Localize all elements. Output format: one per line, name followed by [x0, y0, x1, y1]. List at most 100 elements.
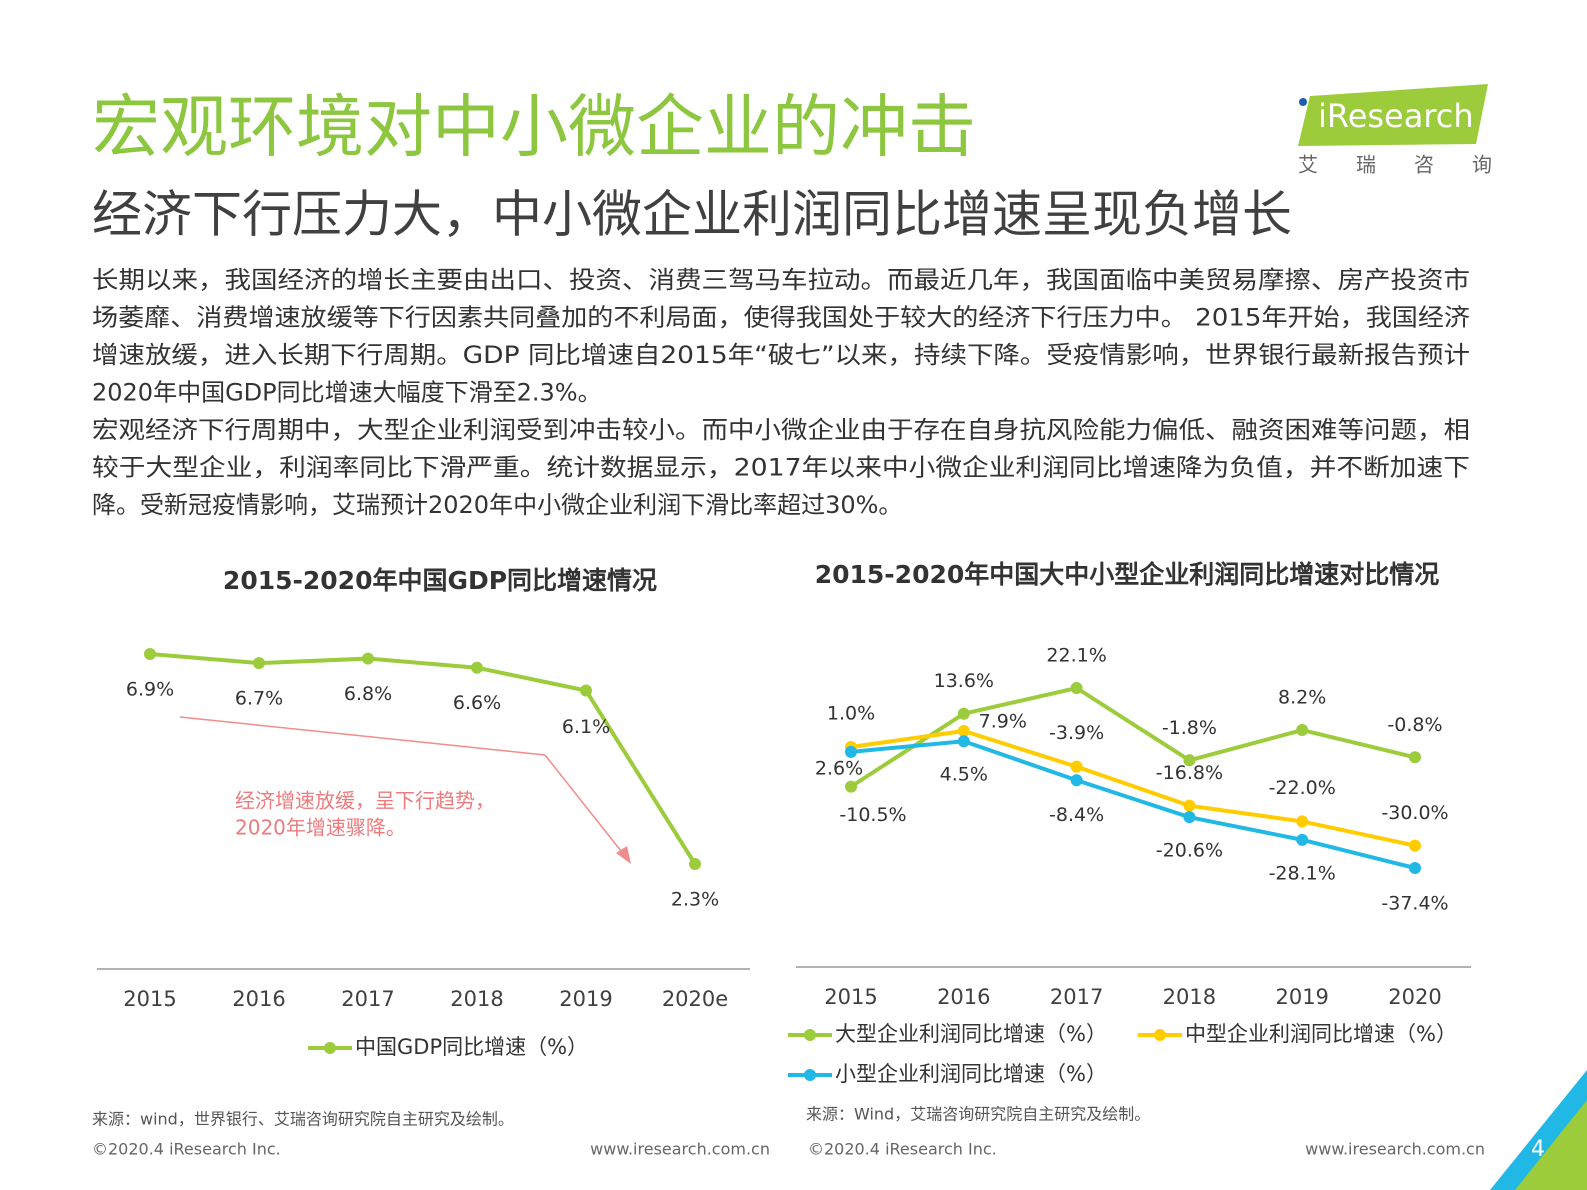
source: 来源：wind，世界银行、艾瑞咨询研究院自主研究及绘制。 — [92, 1110, 514, 1129]
data-label: -3.9% — [1049, 722, 1104, 744]
x-tick-label: 2017 — [341, 987, 394, 1011]
x-tick-label: 2018 — [450, 987, 503, 1011]
x-tick-label: 2016 — [232, 987, 285, 1011]
data-point — [1183, 811, 1196, 824]
legend-dot — [1154, 1029, 1166, 1041]
data-label: 1.0% — [827, 702, 875, 724]
body-text: 2020年中国GDP同比增速大幅度下滑至2.3%。 — [92, 379, 602, 407]
data-label: -28.1% — [1269, 862, 1336, 884]
x-tick-label: 2020e — [662, 987, 728, 1011]
legend-label: 中国GDP同比增速（%） — [355, 1035, 588, 1059]
body-text: 宏观经济下行周期中，大型企业利润受到冲击较小。而中小微企业由于存在自身抗风险能力… — [92, 416, 1470, 444]
logo-cn: 艾瑞咨询 — [1298, 153, 1530, 177]
data-label: 6.1% — [562, 716, 610, 738]
data-label: 2.6% — [815, 757, 863, 779]
data-label: 13.6% — [934, 670, 994, 692]
data-point — [1409, 839, 1421, 852]
series-line — [850, 739, 1416, 870]
arrow-head — [616, 846, 631, 864]
data-point — [362, 652, 374, 665]
data-label: 4.5% — [940, 764, 988, 786]
body-text: 增速放缓，进入长期下行周期。GDP 同比增速自2015年“破七”以来，持续下降。… — [92, 341, 1470, 369]
data-label: 22.1% — [1046, 645, 1106, 667]
data-label: -10.5% — [839, 804, 906, 826]
chart-title: 2015-2020年中国GDP同比增速情况 — [223, 566, 657, 595]
logo-name: iResearch — [1318, 97, 1474, 135]
data-point — [1409, 751, 1421, 764]
annotation-arrow — [544, 754, 626, 857]
data-label: -16.8% — [1156, 762, 1223, 784]
data-label: -1.8% — [1162, 717, 1217, 739]
copyright: ©2020.4 iResearch Inc. — [808, 1140, 997, 1159]
page-number: 4 — [1531, 1137, 1545, 1162]
copyright: ©2020.4 iResearch Inc. — [92, 1140, 281, 1159]
data-point — [1183, 754, 1196, 767]
body-text: 场萎靡、消费增速放缓等下行因素共同叠加的不利局面，使得我国处于较大的经济下行压力… — [92, 304, 1470, 332]
corner-green — [1515, 1100, 1587, 1190]
data-point — [1296, 815, 1309, 828]
x-tick-label: 2016 — [937, 985, 990, 1009]
body-text: 长期以来，我国经济的增长主要由出口、投资、消费三驾马车拉动。而最近几年，我国面临… — [92, 266, 1470, 294]
data-point — [144, 648, 156, 660]
data-point — [253, 657, 265, 670]
data-point — [957, 707, 970, 720]
legend-dot — [324, 1042, 336, 1054]
data-point — [1070, 682, 1083, 694]
data-point — [957, 735, 970, 748]
data-label: 6.9% — [126, 679, 174, 701]
x-tick-label: 2017 — [1050, 985, 1103, 1009]
x-tick-label: 2019 — [1275, 985, 1328, 1009]
legend-label: 小型企业利润同比增速（%） — [835, 1062, 1107, 1086]
series-line — [149, 652, 697, 866]
source: 来源：Wind，艾瑞咨询研究院自主研究及绘制。 — [806, 1105, 1150, 1124]
data-point — [1070, 760, 1083, 773]
annotation: 经济增速放缓，呈下行趋势， — [235, 789, 495, 813]
subtitle: 经济下行压力大，中小微企业利润同比增速呈现负增长 — [92, 186, 1292, 244]
data-point — [1070, 774, 1083, 787]
legend-dot — [804, 1029, 816, 1041]
data-label: -22.0% — [1269, 777, 1336, 799]
data-label: -30.0% — [1381, 802, 1448, 824]
x-tick-label: 2020 — [1388, 985, 1441, 1009]
data-label: -20.6% — [1156, 840, 1223, 862]
x-tick-label: 2015 — [824, 985, 877, 1009]
data-label: 8.2% — [1278, 687, 1326, 709]
data-label: 2.3% — [671, 889, 719, 911]
series-line — [849, 685, 1416, 789]
data-point — [957, 724, 970, 737]
chart-title: 2015-2020年中国大中小型企业利润同比增速对比情况 — [815, 560, 1440, 589]
data-point — [689, 858, 701, 870]
logo-badge — [1298, 84, 1488, 146]
website: www.iresearch.com.cn — [590, 1140, 770, 1159]
x-tick-label: 2015 — [123, 987, 176, 1011]
body-text: 降。受新冠疫情影响，艾瑞预计2020年中小微企业利润下滑比率超过30%。 — [92, 491, 902, 519]
data-label: 6.6% — [453, 692, 501, 714]
data-label: -8.4% — [1049, 804, 1104, 826]
data-point — [1296, 833, 1309, 846]
data-point — [471, 661, 483, 674]
x-tick-label: 2019 — [559, 987, 612, 1011]
body-text: 较于大型企业，利润率同比下滑严重。统计数据显示，2017年以来中小微企业利润同比… — [92, 454, 1470, 482]
data-point — [1296, 724, 1309, 737]
title: 宏观环境对中小微企业的冲击 — [92, 89, 976, 168]
data-point — [845, 745, 857, 758]
data-point — [845, 780, 857, 793]
data-point — [1409, 862, 1421, 874]
data-label: 7.9% — [979, 710, 1027, 732]
data-point — [580, 684, 592, 697]
legend-label: 中型企业利润同比增速（%） — [1185, 1022, 1457, 1046]
x-tick-label: 2018 — [1163, 985, 1216, 1009]
data-label: 6.8% — [344, 683, 392, 705]
legend-label: 大型企业利润同比增速（%） — [835, 1022, 1107, 1046]
data-label: 6.7% — [235, 688, 283, 710]
annotation: 2020年增速骤降。 — [235, 816, 406, 840]
logo-dot — [1299, 98, 1307, 106]
website: www.iresearch.com.cn — [1305, 1140, 1485, 1159]
data-label: -0.8% — [1387, 714, 1442, 736]
series-line — [850, 728, 1416, 848]
annotation-arrow — [179, 716, 546, 756]
legend-dot — [804, 1069, 816, 1081]
data-point — [1183, 799, 1196, 812]
